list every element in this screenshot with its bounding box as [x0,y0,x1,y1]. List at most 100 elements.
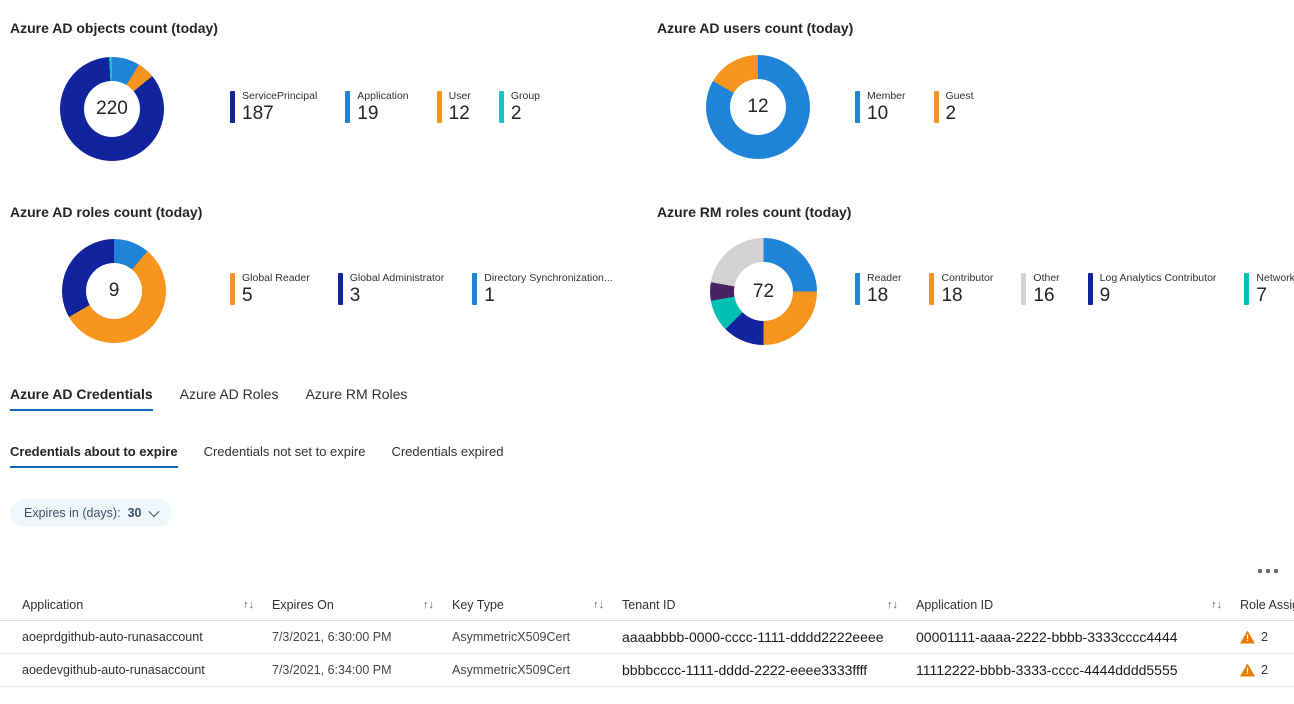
chart-title: Azure AD objects count (today) [10,20,218,36]
legend-swatch [1021,273,1027,305]
donut-total: 72 [752,280,775,302]
column-header-application-id[interactable]: Application ID ↑↓ [916,598,1222,612]
table-row[interactable]: aoeprdgithub-auto-runasaccount 7/3/2021, … [0,621,1294,654]
legend-label: Group [510,90,541,102]
tab-azure-ad-credentials[interactable]: Azure AD Credentials [10,386,153,411]
expires-on-cell: 7/3/2021, 6:30:00 PM [272,630,392,644]
legend-item: Global Administrator 3 [337,272,445,306]
tab-credentials-not-set-to-expire[interactable]: Credentials not set to expire [203,444,366,459]
application-id-cell: 11112222-bbbb-3333-cccc-4444dddd5555 [916,662,1178,678]
legend-item: Guest 2 [933,90,974,124]
warning-icon [1240,663,1255,677]
donut-chart: 12 [706,55,810,159]
legend-swatch [929,273,935,305]
legend-swatch [1244,273,1250,305]
column-header-role-assignments[interactable]: Role Assignments [1240,598,1294,612]
chart-title: Azure AD roles count (today) [10,204,203,220]
legend-item: Contributor 18 [929,273,993,306]
legend-swatch [436,91,442,123]
sort-icon[interactable]: ↑↓ [1211,599,1222,611]
table-row[interactable]: aoedevgithub-auto-runasaccount 7/3/2021, … [0,654,1294,687]
application-cell: aoedevgithub-auto-runasaccount [22,663,205,677]
donut-total: 12 [747,96,769,117]
legend-item: Directory Synchronization... 1 [472,272,613,306]
expires-on-cell: 7/3/2021, 6:34:00 PM [272,663,392,677]
legend-value: 5 [242,285,253,306]
legend-label: Application [357,90,409,102]
legend-item: Group 2 [498,90,541,124]
legend-value: 9 [1099,285,1111,306]
legend-value: 2 [510,103,522,124]
legend-label: User [448,90,471,102]
sort-icon[interactable]: ↑↓ [243,599,254,611]
legend-value: 18 [941,285,963,306]
key-type-cell: AsymmetricX509Cert [452,663,571,677]
legend-label: Network Contributor [1256,272,1294,284]
legend-item: Other 16 [1021,272,1060,306]
legend-label: Member [867,90,906,102]
legend-value: 16 [1033,285,1055,306]
tab-azure-rm-roles[interactable]: Azure RM Roles [305,386,408,402]
legend-label: Guest [945,90,974,102]
table-body: aoeprdgithub-auto-runasaccount 7/3/2021, … [0,621,1294,687]
legend-label: Global Administrator [349,272,445,284]
sort-icon[interactable]: ↑↓ [593,599,604,611]
application-id-cell: 00001111-aaaa-2222-bbbb-3333cccc4444 [916,629,1178,645]
sort-icon[interactable]: ↑↓ [423,599,434,611]
legend-label: Directory Synchronization... [484,272,613,284]
more-options-icon[interactable] [1254,565,1282,577]
column-header-application[interactable]: Application ↑↓ [22,598,254,612]
chart-legend: Member 10 Guest 2 [855,91,974,124]
legend-swatch [933,91,939,123]
tab-credentials-about-to-expire[interactable]: Credentials about to expire [10,444,178,468]
legend-label: Log Analytics Contributor [1099,272,1217,284]
chart-legend: ServicePrincipal 187 Application 19 User 12 Gr… [230,91,540,124]
table-header-row: Application ↑↓ Expires On ↑↓ Key Type ↑↓ Te… [0,590,1294,621]
donut-center: 12 [730,79,786,135]
legend-item: Global Reader 5 [230,273,310,306]
chart-legend: Reader 18 Contributor 18 Other 16 Log Analytic… [855,273,1294,306]
role-assignments-cell: 2 [1240,630,1294,644]
legend-swatch [498,91,504,123]
legend-item: Member 10 [855,91,906,124]
donut-total: 9 [108,280,120,301]
donut-center: 9 [86,263,142,319]
chevron-down-icon [148,505,161,518]
donut-total: 220 [96,98,128,119]
expires-in-days-filter[interactable]: Expires in (days): 30 [10,499,173,527]
tenant-id-cell: aaaabbbb-0000-cccc-1111-dddd2222eeee [622,629,884,645]
chart-legend: Global Reader 5 Global Administrator 3 Direc… [230,273,613,306]
legend-swatch [855,273,860,305]
tab-azure-ad-roles[interactable]: Azure AD Roles [179,386,279,402]
legend-swatch [345,91,351,123]
donut-chart: 72 [710,238,817,345]
legend-swatch [855,91,860,123]
column-header-expires-on[interactable]: Expires On ↑↓ [272,598,434,612]
column-header-tenant-id[interactable]: Tenant ID ↑↓ [622,598,898,612]
tab-credentials-expired[interactable]: Credentials expired [391,444,504,459]
chart-title: Azure RM roles count (today) [657,204,852,220]
legend-value: 3 [349,285,361,306]
legend-item: Network Contributor7 [1244,273,1294,306]
legend-item: Log Analytics Contributor 9 [1087,272,1217,306]
legend-value: 7 [1256,285,1267,306]
sort-icon[interactable]: ↑↓ [887,599,898,611]
legend-value: 187 [242,103,274,124]
filter-label: Expires in (days): [24,506,121,520]
legend-item: Reader 18 [855,273,901,306]
legend-value: 1 [484,285,495,306]
secondary-tab-bar: Credentials about to expire Credentials … [10,444,503,468]
donut-chart: 9 [62,239,166,343]
chart-title: Azure AD users count (today) [657,20,854,36]
legend-item: Application 19 [345,90,409,124]
legend-value: 19 [357,103,379,124]
column-header-key-type[interactable]: Key Type ↑↓ [452,598,604,612]
legend-item: ServicePrincipal 187 [230,91,317,124]
legend-label: Global Reader [242,272,310,284]
donut-center: 72 [734,262,793,321]
legend-label: ServicePrincipal [242,90,318,102]
legend-label: Other [1033,272,1060,284]
role-assignments-count: 2 [1261,663,1268,677]
application-cell: aoeprdgithub-auto-runasaccount [22,630,203,644]
filter-value: 30 [127,506,142,520]
